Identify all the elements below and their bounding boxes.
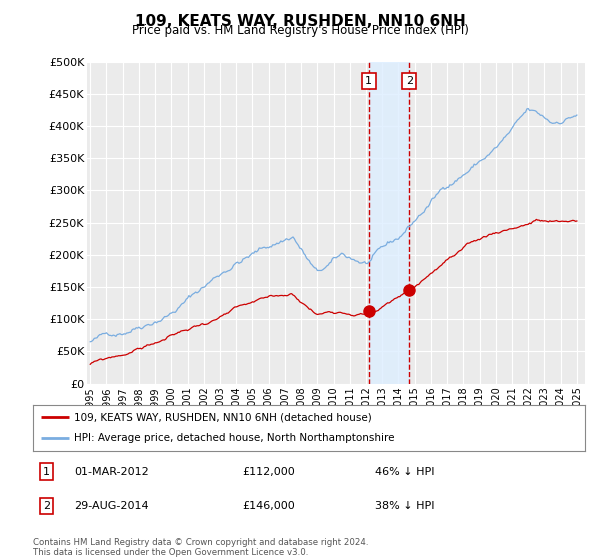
Text: Price paid vs. HM Land Registry's House Price Index (HPI): Price paid vs. HM Land Registry's House … xyxy=(131,24,469,37)
Text: HPI: Average price, detached house, North Northamptonshire: HPI: Average price, detached house, Nort… xyxy=(74,433,395,444)
Text: £146,000: £146,000 xyxy=(243,501,296,511)
Text: Contains HM Land Registry data © Crown copyright and database right 2024.
This d: Contains HM Land Registry data © Crown c… xyxy=(33,538,368,557)
Text: 38% ↓ HPI: 38% ↓ HPI xyxy=(375,501,435,511)
Text: 109, KEATS WAY, RUSHDEN, NN10 6NH (detached house): 109, KEATS WAY, RUSHDEN, NN10 6NH (detac… xyxy=(74,412,372,422)
Text: 46% ↓ HPI: 46% ↓ HPI xyxy=(375,466,435,477)
Text: 2: 2 xyxy=(406,76,413,86)
Text: 109, KEATS WAY, RUSHDEN, NN10 6NH: 109, KEATS WAY, RUSHDEN, NN10 6NH xyxy=(134,14,466,29)
Text: £112,000: £112,000 xyxy=(243,466,296,477)
Text: 1: 1 xyxy=(43,466,50,477)
Text: 1: 1 xyxy=(365,76,372,86)
Bar xyxy=(369,62,409,384)
Text: 01-MAR-2012: 01-MAR-2012 xyxy=(74,466,149,477)
Text: 29-AUG-2014: 29-AUG-2014 xyxy=(74,501,149,511)
Text: 2: 2 xyxy=(43,501,50,511)
